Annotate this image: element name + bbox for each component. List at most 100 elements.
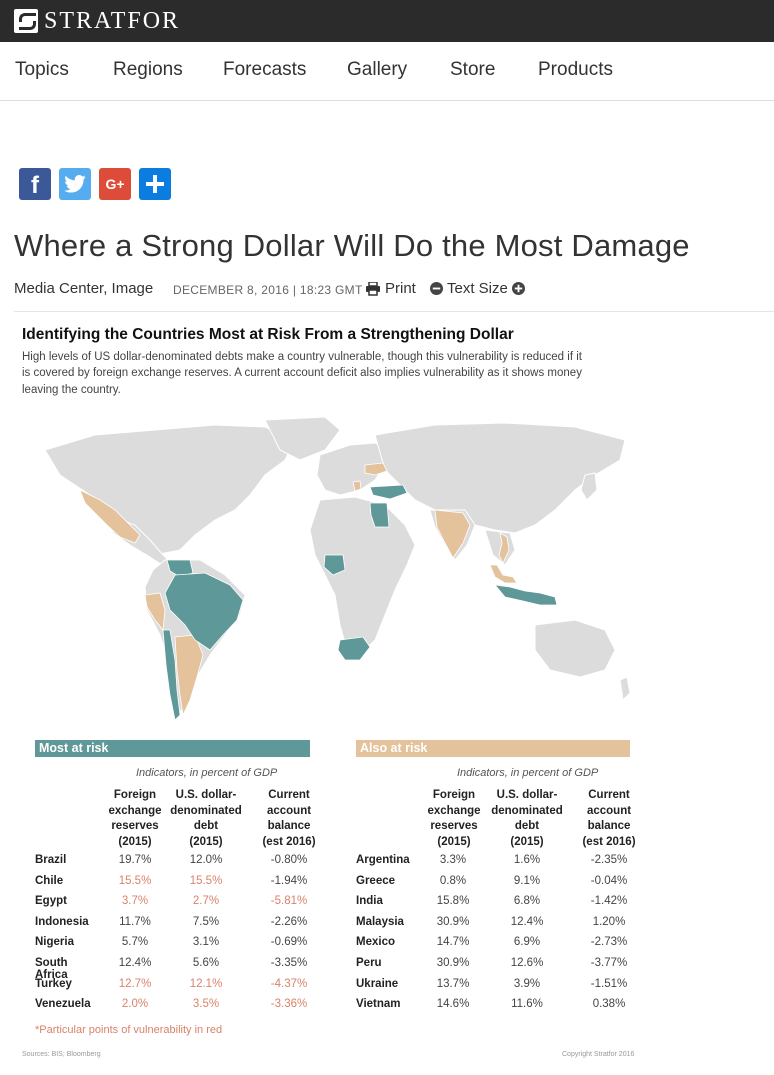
map-brazil [164, 572, 244, 651]
minus-circle-icon[interactable] [430, 282, 443, 295]
map-vietnam [498, 532, 510, 564]
column-header: Current account balance (est 2016) [573, 788, 645, 850]
plus-circle-icon[interactable] [511, 282, 525, 295]
table-cell: 12.6% [510, 957, 544, 969]
column-header-line: reserves [430, 820, 478, 832]
article-category[interactable]: Media Center, Image [14, 280, 154, 297]
column-header-line: U.S. dollar- [175, 789, 237, 801]
nav-forecasts[interactable]: Forecasts [223, 59, 307, 80]
column-header-line: account [586, 804, 632, 817]
article-title: Where a Strong Dollar Will Do the Most D… [14, 228, 690, 263]
country-name: Ukraine [356, 977, 399, 990]
country-name: Turkey [35, 977, 72, 990]
table-cell: 3.1% [192, 936, 220, 949]
map-nigeria [323, 554, 346, 576]
text-size-control: Text Size [430, 280, 525, 297]
country-name: South Africa [35, 957, 68, 981]
table-cell: -2.26% [270, 915, 308, 928]
table-cell: -3.36% [270, 998, 308, 1011]
table-cell: 12.4% [510, 915, 544, 928]
source-note: Sources: BIS; Bloomberg [22, 1051, 101, 1058]
table-cell: -5.81% [270, 895, 308, 908]
column-header: U.S. dollar- denominated debt (2015) [170, 788, 242, 850]
country-name: Peru [356, 957, 382, 969]
table-cell: 11.7% [119, 915, 151, 928]
copyright-note: Copyright Stratfor 2016 [562, 1051, 635, 1058]
column-header-line: balance [587, 820, 631, 832]
table-cell: -1.42% [590, 895, 628, 908]
map-mexico [79, 489, 141, 544]
world-map [44, 416, 631, 721]
column-header-line: denominated [170, 804, 242, 817]
table-cell: -1.94% [270, 874, 308, 887]
table-cell: 0.38% [592, 998, 626, 1011]
column-header: Foreign exchange reserves (2015) [99, 788, 171, 850]
stratfor-logo-icon [14, 9, 38, 33]
column-header-line: denominated [491, 804, 563, 817]
table-cell: -3.35% [270, 957, 308, 969]
infographic: Identifying the Countries Most at Risk F… [15, 320, 656, 1065]
table-cell: 12.7% [118, 977, 152, 990]
table-cell: 5.7% [121, 936, 149, 949]
map-egypt [369, 502, 390, 528]
japan [580, 472, 598, 501]
subtitle-line: leaving the country. [22, 383, 121, 396]
table-cell: -3.77% [590, 957, 628, 969]
table-cell: 13.7% [436, 977, 470, 990]
twitter-share-button[interactable] [59, 168, 91, 200]
facebook-icon: f [31, 172, 39, 199]
divider [14, 311, 774, 312]
googleplus-share-button[interactable]: G+ [99, 168, 131, 200]
country-name: Egypt [35, 895, 67, 908]
facebook-share-button[interactable]: f [19, 168, 51, 200]
table-cell: -0.69% [270, 936, 308, 949]
googleplus-icon: G+ [105, 176, 125, 192]
map-malaysia [489, 564, 518, 584]
column-header-line: reserves [111, 820, 159, 832]
table-cell: 12.0% [189, 854, 223, 866]
nav-topics[interactable]: Topics [15, 59, 69, 80]
country-name: Chile [35, 874, 64, 887]
table-cell: 3.3% [439, 854, 467, 866]
map-chile [162, 629, 181, 721]
europe [316, 442, 391, 496]
nav-products[interactable]: Products [538, 59, 613, 80]
column-header-line: (2015) [437, 835, 471, 848]
print-button[interactable]: Print [365, 280, 416, 297]
also-at-risk-heading: Also at risk [356, 740, 630, 757]
footnote: *Particular points of vulnerability in r… [35, 1024, 223, 1036]
country-name: Nigeria [35, 936, 74, 949]
table-cell: 19.7% [118, 854, 152, 866]
share-button[interactable] [139, 168, 171, 200]
table-cell: 6.8% [513, 895, 541, 908]
table-cell: 30.9% [436, 957, 470, 969]
table-cell: -2.35% [590, 854, 628, 866]
table-cell: 2.7% [192, 895, 220, 908]
column-header-line: Foreign [113, 789, 157, 801]
table-cell: 0.8% [439, 874, 467, 887]
nav-regions[interactable]: Regions [113, 59, 183, 80]
plus-share-icon [146, 175, 164, 193]
table-cell: 3.9% [513, 977, 541, 990]
most-at-risk-heading: Most at risk [35, 740, 310, 757]
table-cell: 30.9% [436, 915, 470, 928]
column-header-line: (est 2016) [582, 835, 636, 848]
column-header-line: (est 2016) [262, 835, 316, 848]
country-name: Venezuela [35, 998, 91, 1011]
nav-store[interactable]: Store [450, 59, 496, 80]
table-cell: 3.7% [121, 895, 149, 908]
table-cell: 1.6% [513, 854, 541, 866]
table-cell: 14.6% [436, 998, 470, 1011]
nav-gallery[interactable]: Gallery [347, 59, 408, 80]
column-header-line: (2015) [118, 835, 152, 848]
country-name: Vietnam [356, 998, 401, 1011]
map-ukraine [364, 462, 388, 476]
table-cell: 11.6% [511, 998, 543, 1011]
map-indonesia [494, 584, 558, 606]
table-cell: 12.4% [118, 957, 152, 969]
table-cell: 3.5% [192, 998, 220, 1011]
table-cell: -2.73% [590, 936, 628, 949]
stratfor-logo[interactable]: STRATFOR [14, 7, 180, 35]
column-header-line: exchange [427, 804, 481, 817]
north-america [44, 424, 296, 556]
